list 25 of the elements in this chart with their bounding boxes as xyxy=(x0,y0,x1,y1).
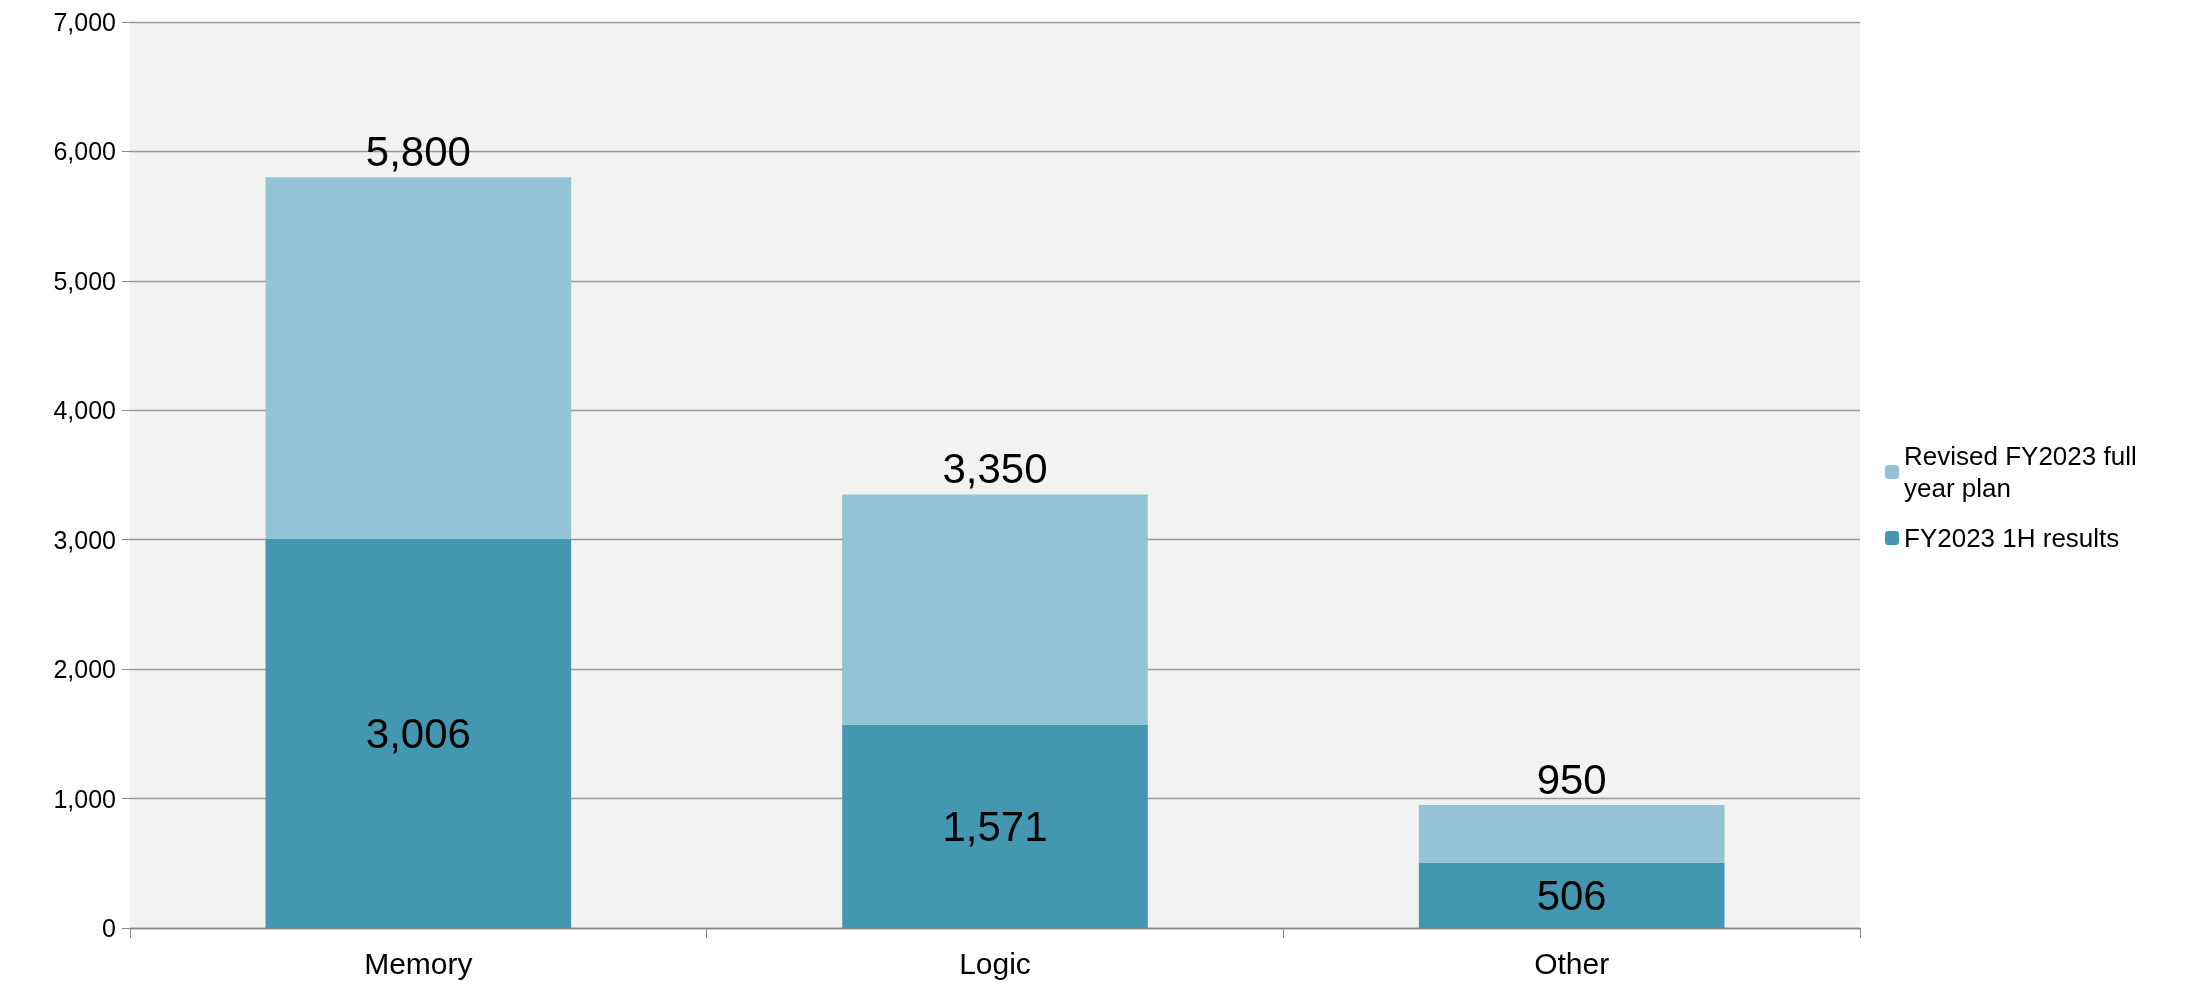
bar xyxy=(265,177,572,539)
bar xyxy=(1418,862,1725,928)
x-tick-label: Other xyxy=(1534,946,1610,980)
bar xyxy=(1418,805,1725,863)
y-tick-label: 7,000 xyxy=(53,8,116,36)
y-tick-label: 6,000 xyxy=(53,137,116,166)
y-tick-label: 2,000 xyxy=(53,655,116,684)
legend-label: FY2023 1H results xyxy=(1904,523,2120,553)
bar xyxy=(842,494,1148,725)
data-label: 3,006 xyxy=(365,709,471,757)
x-tick-label: Logic xyxy=(959,946,1031,980)
x-tick-label: Memory xyxy=(364,946,473,980)
y-tick-label: 4,000 xyxy=(53,396,116,425)
bar xyxy=(265,538,572,928)
y-tick-label: 1,000 xyxy=(53,784,116,813)
y-tick-label: 3,000 xyxy=(53,525,116,554)
data-label: 1,571 xyxy=(942,802,1048,850)
data-label: 506 xyxy=(1536,871,1607,919)
total-label: 5,800 xyxy=(365,127,471,175)
legend-label: Revised FY2023 full year plan xyxy=(1904,441,2144,503)
total-label: 950 xyxy=(1536,755,1607,803)
total-label: 3,350 xyxy=(942,444,1048,492)
bar xyxy=(842,724,1148,928)
y-tick-label: 5,000 xyxy=(53,266,116,295)
y-tick-label: 0 xyxy=(102,914,116,942)
